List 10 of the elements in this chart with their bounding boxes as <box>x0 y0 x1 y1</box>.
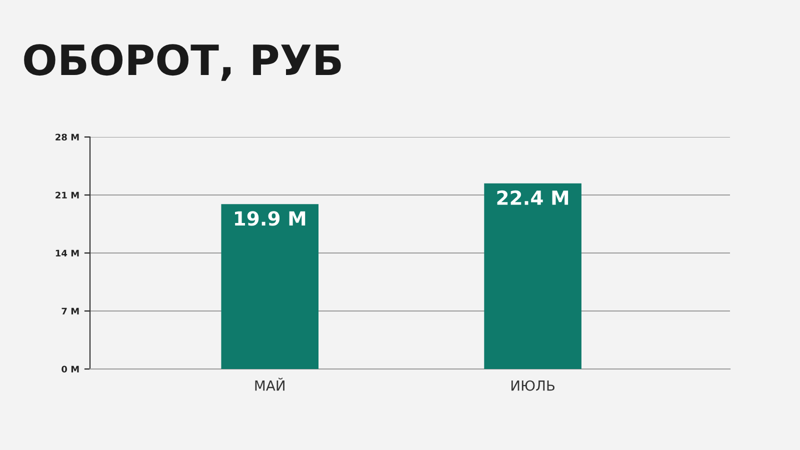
y-tick-label: 14 M <box>56 250 79 256</box>
y-tick-label: 7 M <box>62 308 79 314</box>
x-tick-label: ИЮЛЬ <box>511 380 554 391</box>
data-label: 22.4 M <box>497 190 568 205</box>
chart-title: ОБОРОТ, РУБ <box>24 44 341 81</box>
y-tick-label: 0 M <box>62 366 79 373</box>
y-tick-label: 21 M <box>56 192 79 198</box>
data-label: 19.9 M <box>235 211 306 226</box>
y-tick-label: 28 M <box>56 134 79 141</box>
x-tick-label: МАЙ <box>255 378 284 391</box>
